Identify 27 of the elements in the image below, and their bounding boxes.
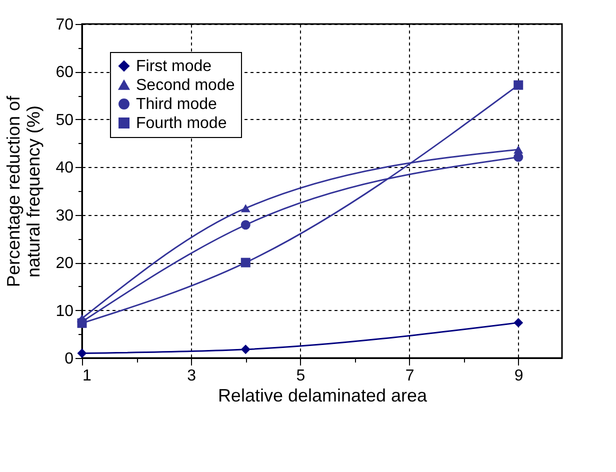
point: [240, 344, 250, 354]
y-tick-label: 20: [56, 255, 74, 272]
legend-label: Third mode: [136, 96, 218, 113]
legend-label: First mode: [136, 58, 212, 75]
y-tick-label: 30: [56, 207, 74, 224]
legend-label: Fourth mode: [136, 115, 227, 132]
point: [514, 318, 524, 328]
y-tick-label: 10: [56, 302, 74, 320]
x-tick-label: 9: [514, 368, 524, 384]
point: [514, 145, 524, 154]
y-tick-label: 0: [64, 350, 74, 368]
point: [514, 152, 524, 162]
legend-label: Second mode: [136, 77, 235, 94]
x-tick-label: 7: [405, 368, 414, 384]
y-tick-label: 40: [56, 160, 74, 177]
y-tick-label: 60: [56, 64, 74, 82]
x-tick-label: 5: [296, 368, 306, 384]
point: [514, 80, 524, 90]
point: [240, 220, 250, 230]
point: [240, 258, 250, 268]
y-tick-label: 70: [56, 16, 74, 34]
x-tick-label: 1: [82, 368, 92, 384]
y-tick-label: 50: [56, 112, 74, 129]
point: [240, 204, 250, 212]
x-tick-label: 3: [187, 368, 196, 384]
x-axis-title: Relative delaminated area: [218, 386, 428, 406]
y-axis-title: Percentage reduction of natural frequency (%): [4, 94, 44, 288]
